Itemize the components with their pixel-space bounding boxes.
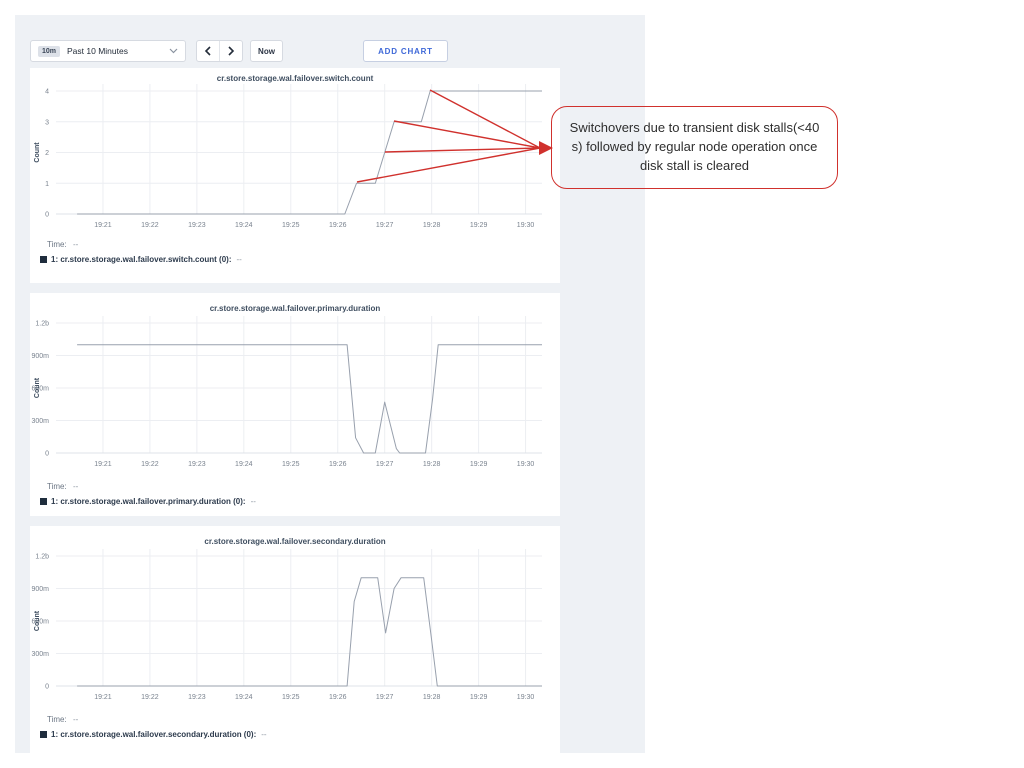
chevron-down-icon <box>169 48 178 54</box>
time-value: -- <box>72 715 79 724</box>
x-tick-label: 19:23 <box>188 694 206 701</box>
chart-plot[interactable]: 19:21 19:22 19:23 19:24 19:25 19:26 19:27 19:28… <box>30 83 560 233</box>
legend-swatch <box>40 731 47 738</box>
y-tick-label: 0 <box>45 451 49 458</box>
chart-time-row: Time: -- <box>47 482 560 491</box>
legend-swatch <box>40 256 47 263</box>
series-line <box>77 344 542 454</box>
time-value: -- <box>72 240 79 249</box>
x-tick-label: 19:23 <box>188 461 206 468</box>
y-tick-label: 300m <box>31 418 49 425</box>
chart-plot[interactable]: 19:21 19:22 19:23 19:24 19:25 19:26 19:27 19:28… <box>30 313 560 475</box>
chart-title: cr.store.storage.wal.failover.secondary.… <box>204 537 386 546</box>
y-tick-label: 900m <box>31 586 49 593</box>
time-label: Time: <box>47 482 67 491</box>
x-tick-label: 19:26 <box>329 461 347 468</box>
x-tick-label: 19:24 <box>235 694 253 701</box>
y-tick-label: 1.2b <box>35 321 49 328</box>
time-range-badge: 10m <box>38 45 61 57</box>
chart-plot[interactable]: 19:21 19:22 19:23 19:24 19:25 19:26 19:27 19:28… <box>30 546 560 708</box>
time-nav-group <box>196 40 243 62</box>
x-tick-label: 19:28 <box>423 694 441 701</box>
x-tick-label: 19:26 <box>329 694 347 701</box>
now-button[interactable]: Now <box>250 40 283 62</box>
x-tick-label: 19:27 <box>376 461 394 468</box>
next-time-button[interactable] <box>220 41 242 61</box>
y-tick-label: 0 <box>45 684 49 691</box>
time-range-label: Past 10 Minutes <box>67 46 128 56</box>
y-tick-label: 1 <box>45 181 49 188</box>
x-tick-label: 19:25 <box>282 694 300 701</box>
x-tick-label: 19:26 <box>329 222 347 229</box>
x-tick-label: 19:27 <box>376 694 394 701</box>
y-tick-label: 900m <box>31 353 49 360</box>
x-tick-label: 19:24 <box>235 461 253 468</box>
legend-value: -- <box>250 497 256 506</box>
x-tick-label: 19:30 <box>517 694 535 701</box>
legend-value: -- <box>236 255 242 264</box>
x-tick-label: 19:25 <box>282 222 300 229</box>
y-axis-label: Count <box>34 610 41 631</box>
time-value: -- <box>72 482 79 491</box>
chart-legend: 1: cr.store.storage.wal.failover.primary… <box>40 497 560 506</box>
y-tick-label: 4 <box>45 89 49 96</box>
chart-time-row: Time: -- <box>47 240 560 249</box>
x-tick-label: 19:22 <box>141 461 159 468</box>
x-tick-label: 19:24 <box>235 222 253 229</box>
chart-time-row: Time: -- <box>47 715 560 724</box>
prev-time-button[interactable] <box>197 41 220 61</box>
x-tick-label: 19:29 <box>470 461 488 468</box>
y-tick-label: 3 <box>45 119 49 126</box>
chart-card-secondary-duration: cr.store.storage.wal.failover.secondary.… <box>30 526 560 753</box>
series-line <box>77 577 542 687</box>
x-tick-label: 19:30 <box>517 461 535 468</box>
y-tick-label: 600m <box>31 619 49 626</box>
chart-title: cr.store.storage.wal.failover.switch.cou… <box>216 74 374 83</box>
y-tick-label: 0 <box>45 212 49 219</box>
y-axis-label: Count <box>34 142 41 163</box>
annotation-callout: Switchovers due to transient disk stalls… <box>551 106 838 189</box>
x-tick-label: 19:21 <box>94 222 112 229</box>
time-label: Time: <box>47 715 67 724</box>
chart-card-switch-count: cr.store.storage.wal.failover.switch.cou… <box>30 68 560 283</box>
x-tick-label: 19:22 <box>141 694 159 701</box>
legend-label: 1: cr.store.storage.wal.failover.seconda… <box>51 730 257 739</box>
time-range-dropdown[interactable]: 10m Past 10 Minutes <box>30 40 186 62</box>
legend-swatch <box>40 498 47 505</box>
y-tick-label: 600m <box>31 386 49 393</box>
y-tick-label: 300m <box>31 651 49 658</box>
chart-legend: 1: cr.store.storage.wal.failover.seconda… <box>40 730 560 739</box>
x-tick-label: 19:28 <box>423 222 441 229</box>
x-tick-label: 19:21 <box>94 461 112 468</box>
x-tick-label: 19:22 <box>141 222 159 229</box>
time-label: Time: <box>47 240 67 249</box>
x-tick-label: 19:21 <box>94 694 112 701</box>
legend-label: 1: cr.store.storage.wal.failover.primary… <box>51 497 246 506</box>
legend-value: -- <box>261 730 267 739</box>
chart-legend: 1: cr.store.storage.wal.failover.switch.… <box>40 255 560 264</box>
legend-label: 1: cr.store.storage.wal.failover.switch.… <box>51 255 232 264</box>
chevron-left-icon <box>204 46 211 56</box>
chevron-right-icon <box>228 46 235 56</box>
y-tick-label: 1.2b <box>35 554 49 561</box>
chart-title: cr.store.storage.wal.failover.primary.du… <box>209 304 381 313</box>
x-tick-label: 19:25 <box>282 461 300 468</box>
x-tick-label: 19:30 <box>517 222 535 229</box>
y-tick-label: 2 <box>45 150 49 157</box>
x-tick-label: 19:23 <box>188 222 206 229</box>
x-tick-label: 19:28 <box>423 461 441 468</box>
chart-card-primary-duration: cr.store.storage.wal.failover.primary.du… <box>30 293 560 516</box>
y-axis-label: Count <box>34 377 41 398</box>
x-tick-label: 19:29 <box>470 222 488 229</box>
x-tick-label: 19:29 <box>470 694 488 701</box>
add-chart-button[interactable]: ADD CHART <box>363 40 448 62</box>
x-tick-label: 19:27 <box>376 222 394 229</box>
